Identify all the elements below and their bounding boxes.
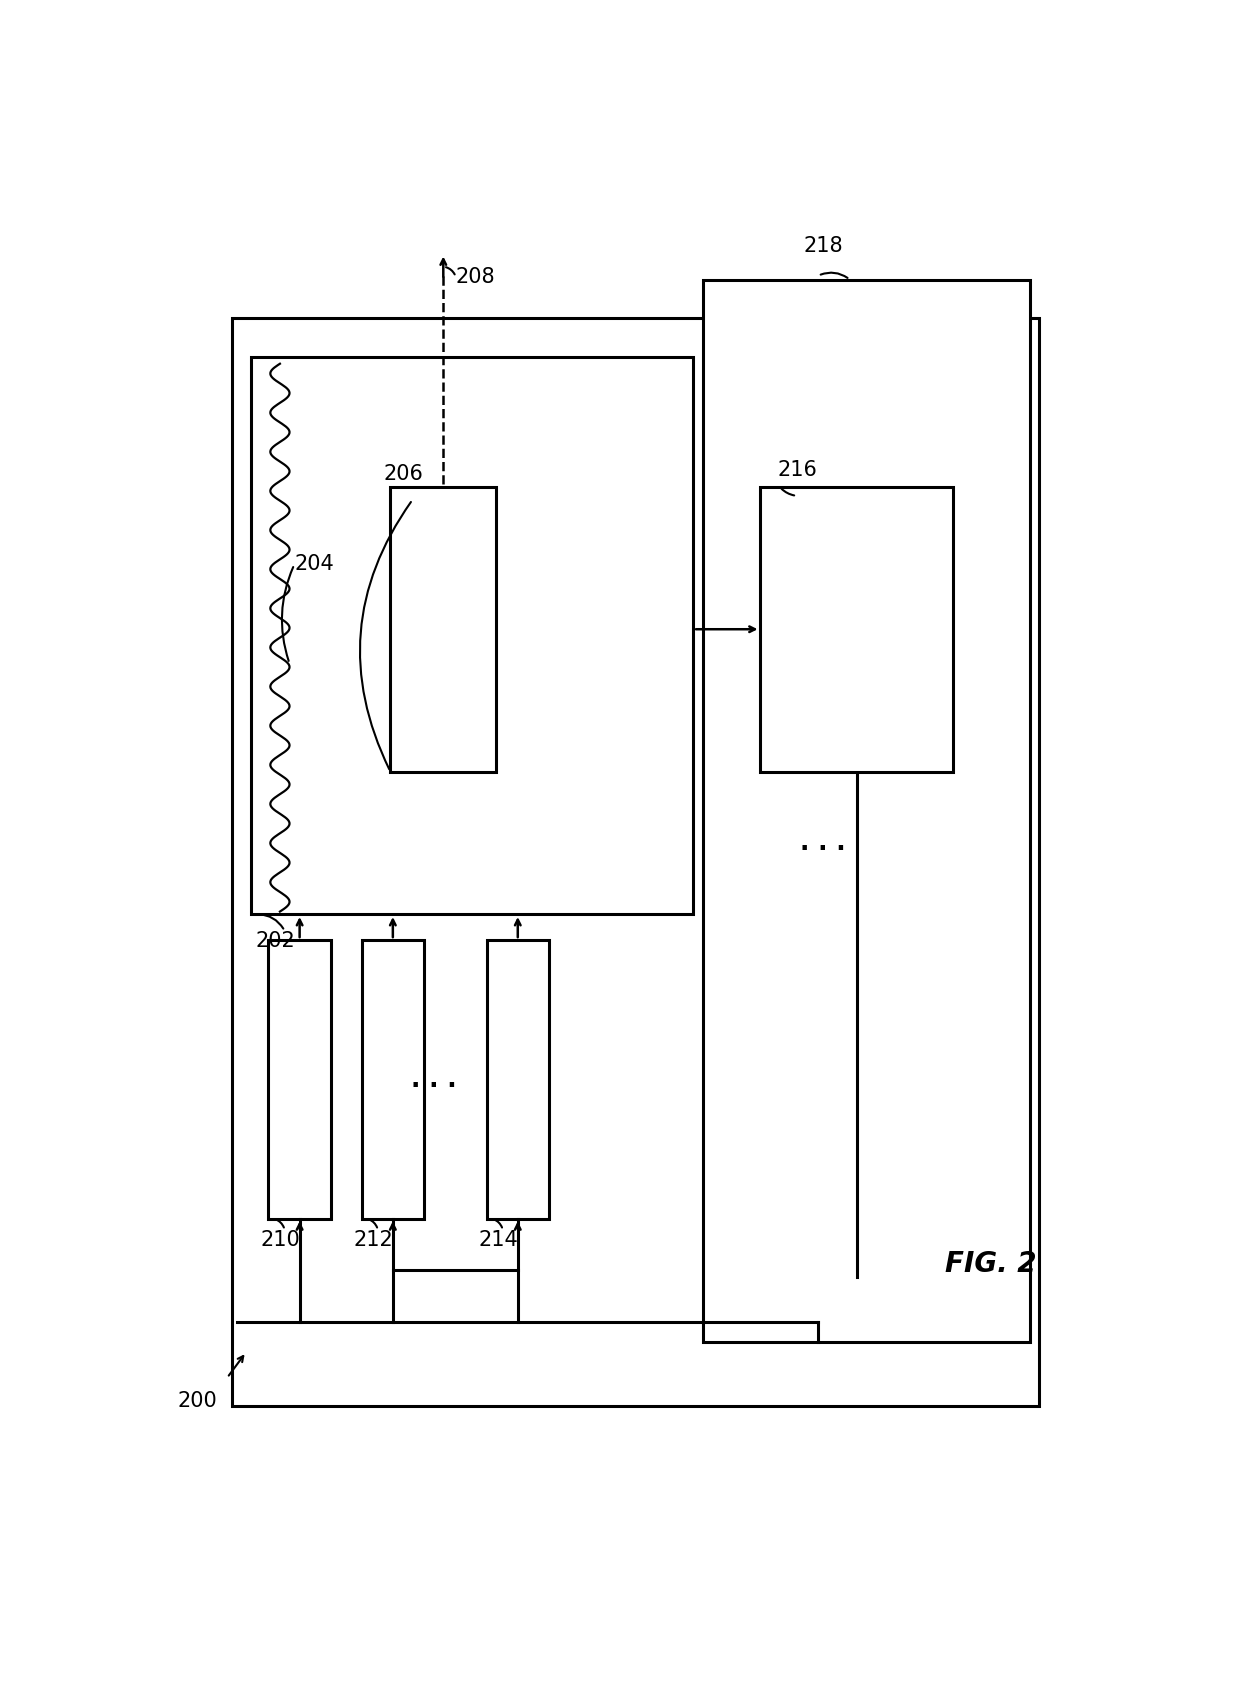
Text: 206: 206 xyxy=(383,464,424,484)
Text: 208: 208 xyxy=(456,267,496,288)
Text: 202: 202 xyxy=(255,932,295,950)
Text: 212: 212 xyxy=(353,1230,393,1250)
Text: 218: 218 xyxy=(804,235,843,256)
Bar xyxy=(391,486,496,772)
Bar xyxy=(486,940,549,1218)
Bar xyxy=(703,279,1029,1342)
Bar xyxy=(362,940,424,1218)
Text: 214: 214 xyxy=(479,1230,518,1250)
Bar xyxy=(268,940,331,1218)
Text: 210: 210 xyxy=(260,1230,300,1250)
Text: . . .: . . . xyxy=(800,831,846,854)
Bar xyxy=(250,357,693,915)
Text: . . .: . . . xyxy=(410,1068,456,1092)
Text: 200: 200 xyxy=(177,1391,217,1411)
Text: FIG. 2: FIG. 2 xyxy=(945,1250,1037,1278)
Text: 216: 216 xyxy=(777,461,817,481)
Bar xyxy=(760,486,952,772)
Bar xyxy=(232,318,1039,1406)
Text: 204: 204 xyxy=(294,555,334,575)
